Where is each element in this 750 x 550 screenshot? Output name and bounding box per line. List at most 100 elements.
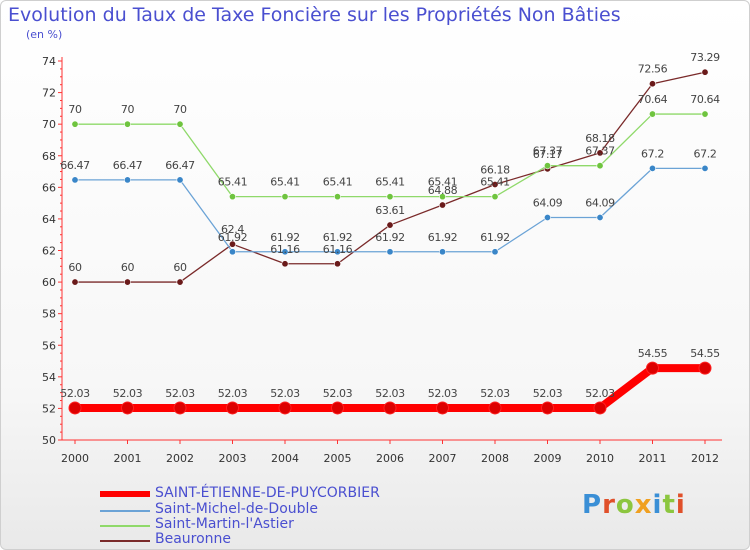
data-label: 65.41 bbox=[375, 176, 405, 189]
data-point bbox=[333, 260, 341, 268]
data-label: 66.47 bbox=[165, 159, 195, 172]
data-label: 52.03 bbox=[533, 387, 563, 400]
data-label: 62.4 bbox=[221, 223, 244, 236]
x-tick-label: 2006 bbox=[376, 452, 404, 465]
y-tick-label: 62 bbox=[42, 245, 56, 258]
data-point bbox=[593, 401, 607, 415]
data-label: 67.2 bbox=[641, 147, 664, 160]
x-tick-label: 2002 bbox=[166, 452, 194, 465]
data-point bbox=[278, 401, 292, 415]
x-tick-label: 2004 bbox=[271, 452, 299, 465]
data-label: 67.37 bbox=[585, 145, 615, 158]
data-point bbox=[596, 149, 604, 157]
x-tick-label: 2005 bbox=[324, 452, 352, 465]
legend-swatch bbox=[100, 540, 150, 542]
data-point bbox=[333, 248, 341, 256]
y-tick-label: 58 bbox=[42, 308, 56, 321]
data-point bbox=[281, 248, 289, 256]
y-tick-label: 52 bbox=[42, 402, 56, 415]
data-point bbox=[229, 248, 237, 256]
data-point bbox=[648, 80, 656, 88]
legend-swatch bbox=[100, 491, 150, 497]
data-point bbox=[176, 120, 184, 128]
data-label: 65.41 bbox=[218, 176, 248, 189]
data-point bbox=[281, 260, 289, 268]
data-label: 60 bbox=[121, 261, 135, 274]
data-point bbox=[71, 278, 79, 286]
data-point bbox=[386, 221, 394, 229]
data-point bbox=[383, 401, 397, 415]
data-label: 64.09 bbox=[533, 196, 563, 209]
data-label: 66.18 bbox=[480, 163, 510, 176]
data-label: 54.55 bbox=[690, 347, 720, 360]
data-point bbox=[701, 164, 709, 172]
data-point bbox=[386, 193, 394, 201]
data-label: 70 bbox=[173, 103, 187, 116]
data-point bbox=[438, 248, 446, 256]
data-label: 52.03 bbox=[480, 387, 510, 400]
data-label: 63.61 bbox=[375, 204, 405, 217]
data-label: 68.18 bbox=[585, 132, 615, 145]
data-label: 73.29 bbox=[690, 51, 720, 64]
proxiti-logo: Proxiti bbox=[582, 490, 686, 520]
data-point bbox=[176, 176, 184, 184]
data-point bbox=[491, 248, 499, 256]
data-label: 52.03 bbox=[323, 387, 353, 400]
data-label: 64.88 bbox=[428, 184, 458, 197]
legend-label: Beauronne bbox=[155, 531, 232, 547]
x-tick-label: 2003 bbox=[219, 452, 247, 465]
data-point bbox=[176, 278, 184, 286]
data-label: 67.2 bbox=[694, 147, 717, 160]
data-point bbox=[701, 68, 709, 76]
legend-swatch bbox=[100, 525, 150, 527]
data-label: 61.92 bbox=[375, 231, 405, 244]
data-label: 65.41 bbox=[323, 176, 353, 189]
data-label: 66.47 bbox=[60, 159, 90, 172]
x-tick-label: 2008 bbox=[481, 452, 509, 465]
data-label: 61.92 bbox=[218, 231, 248, 244]
data-point bbox=[229, 193, 237, 201]
x-tick-label: 2012 bbox=[691, 452, 719, 465]
data-point bbox=[71, 120, 79, 128]
data-label: 70.64 bbox=[690, 93, 720, 106]
chart-title: Evolution du Taux de Taxe Foncière sur l… bbox=[8, 4, 621, 26]
data-label: 61.16 bbox=[270, 243, 300, 256]
y-tick-label: 66 bbox=[42, 181, 56, 194]
y-tick-label: 64 bbox=[42, 213, 56, 226]
y-tick-label: 56 bbox=[42, 339, 56, 352]
data-label: 52.03 bbox=[113, 387, 143, 400]
data-point bbox=[491, 193, 499, 201]
data-point bbox=[438, 201, 446, 209]
data-point bbox=[596, 213, 604, 221]
data-label: 61.92 bbox=[428, 231, 458, 244]
data-point bbox=[124, 120, 132, 128]
x-tick-label: 2001 bbox=[114, 452, 142, 465]
y-tick-label: 72 bbox=[42, 87, 56, 100]
data-point bbox=[648, 164, 656, 172]
data-label: 70.64 bbox=[638, 93, 668, 106]
data-point bbox=[541, 401, 554, 415]
data-point bbox=[646, 361, 659, 375]
data-label: 67.17 bbox=[533, 148, 563, 161]
data-label: 52.03 bbox=[165, 387, 195, 400]
data-label: 52.03 bbox=[218, 387, 248, 400]
data-label: 64.09 bbox=[585, 196, 615, 209]
data-point bbox=[229, 240, 237, 248]
x-tick-label: 2011 bbox=[639, 452, 667, 465]
data-point bbox=[121, 401, 134, 415]
legend-label: SAINT-ÉTIENNE-DE-PUYCORBIER bbox=[155, 485, 380, 501]
data-label: 52.03 bbox=[375, 387, 405, 400]
data-point bbox=[173, 401, 187, 415]
legend-label: Saint-Michel-de-Double bbox=[155, 501, 319, 517]
data-point bbox=[543, 162, 551, 170]
data-label: 61.16 bbox=[323, 243, 353, 256]
data-point bbox=[124, 278, 132, 286]
data-label: 52.03 bbox=[60, 387, 90, 400]
x-tick-label: 2007 bbox=[429, 452, 457, 465]
data-label: 61.92 bbox=[480, 231, 510, 244]
data-point bbox=[331, 401, 344, 415]
data-label: 60 bbox=[68, 261, 82, 274]
data-point bbox=[386, 248, 394, 256]
x-tick-label: 2009 bbox=[534, 452, 562, 465]
